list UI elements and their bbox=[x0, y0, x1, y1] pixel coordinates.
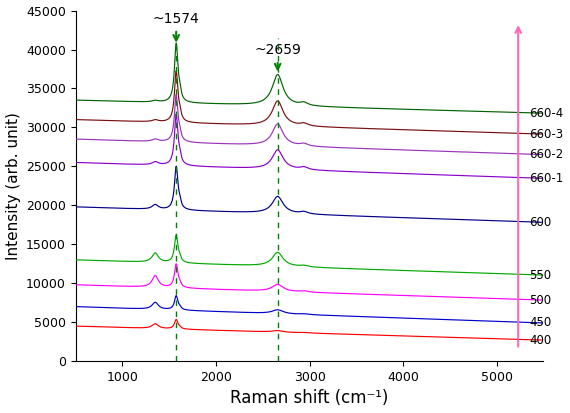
Y-axis label: Intensity (arb. unit): Intensity (arb. unit) bbox=[6, 112, 21, 260]
Text: 450: 450 bbox=[530, 316, 552, 330]
Text: 500: 500 bbox=[530, 294, 552, 306]
Text: 660-3: 660-3 bbox=[530, 128, 564, 140]
Text: ~2659: ~2659 bbox=[254, 43, 301, 69]
X-axis label: Raman shift (cm⁻¹): Raman shift (cm⁻¹) bbox=[230, 389, 389, 408]
Text: 400: 400 bbox=[530, 334, 552, 347]
Text: 550: 550 bbox=[530, 268, 552, 282]
Text: ~1574: ~1574 bbox=[153, 12, 200, 40]
Text: 660-1: 660-1 bbox=[530, 172, 564, 185]
Text: 660-2: 660-2 bbox=[530, 148, 564, 161]
Text: 600: 600 bbox=[530, 216, 552, 229]
Text: 660-4: 660-4 bbox=[530, 107, 564, 120]
